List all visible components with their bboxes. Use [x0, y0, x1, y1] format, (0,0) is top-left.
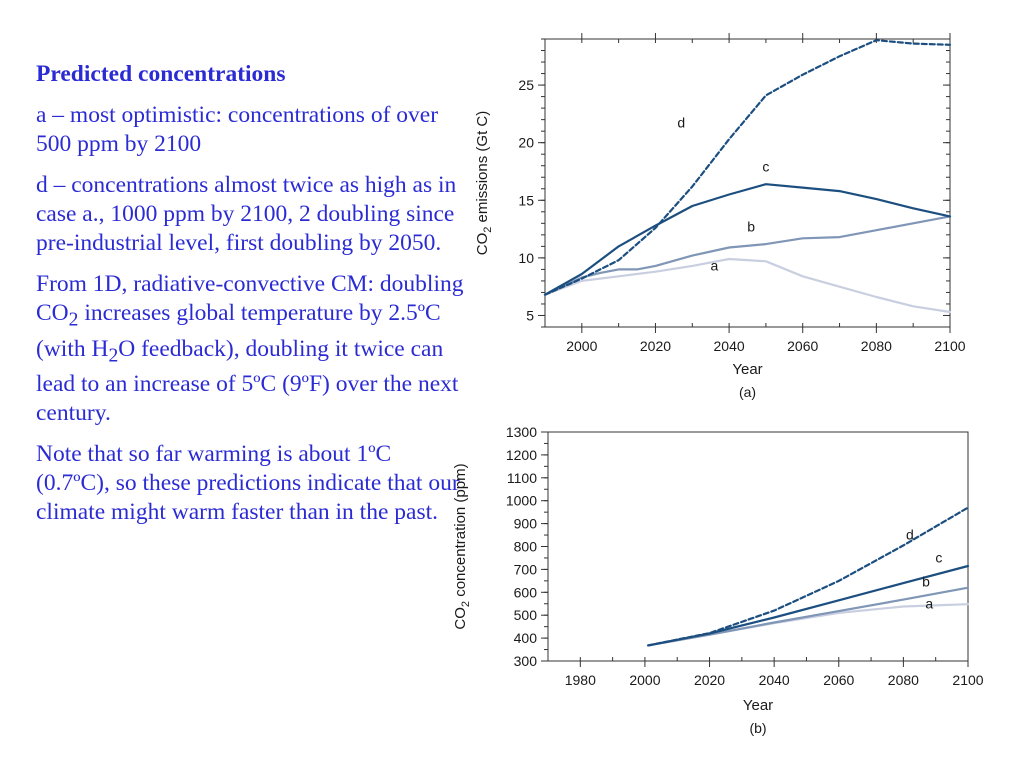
x-tick-label: 2020: [640, 338, 671, 354]
series-label-d: d: [906, 527, 914, 543]
y-axis-label-main: CO: [452, 607, 469, 630]
y-tick-label: 5: [526, 307, 534, 323]
chart-a-emissions: 2000 2020 2040 2060 2080 2100 5 10 15 20 25 Year (a)…: [470, 22, 990, 412]
paragraph-warming-note: Note that so far warming is about 1ºC (0…: [36, 441, 460, 526]
x-tick-label: 2060: [823, 672, 854, 688]
series-line-c: [543, 183, 952, 296]
x-tick-label: 2020: [694, 672, 725, 688]
x-tick-label: 2080: [888, 672, 919, 688]
x-tick-label: 2000: [629, 672, 660, 688]
p3-part-c: O feedback), doubling it twice can lead …: [36, 335, 459, 427]
y-tick-label: 10: [518, 250, 534, 266]
paragraph-a: a – most optimistic: concentrations of o…: [36, 102, 439, 157]
p3-part-b: increases global temperature by 2.5ºC (w…: [36, 300, 441, 362]
description-text: Predicted concentrations a – most optimi…: [36, 60, 466, 539]
y-tick-label: 1000: [506, 493, 537, 509]
p3-subscript-2: 2: [108, 345, 119, 367]
y-tick-label: 500: [514, 607, 538, 623]
y-axis-label-sub: 2: [460, 601, 472, 607]
y-axis-label: CO2 emissions (Gt C): [474, 111, 494, 255]
y-tick-label: 700: [514, 561, 538, 577]
y-tick-label: 900: [514, 516, 538, 532]
panel-label: (a): [739, 384, 756, 400]
x-tick-label: 2040: [759, 672, 790, 688]
y-tick-label: 1300: [506, 424, 537, 440]
y-tick-label: 600: [514, 584, 538, 600]
y-tick-label: 300: [514, 653, 538, 669]
series-line-a: [543, 257, 952, 314]
y-axis-label: CO2 concentration (ppm): [452, 463, 472, 629]
y-axis-label-main: CO: [474, 233, 491, 256]
series-label-c: c: [762, 158, 769, 174]
series-line-a: [647, 603, 970, 647]
y-tick-label: 1100: [507, 470, 537, 486]
chart-b-svg: 1980 2000 2020 2040 2060 2080 2100 300 400 500 600…: [452, 424, 984, 736]
panel-label: (b): [749, 720, 766, 736]
y-tick-label: 1200: [506, 447, 537, 463]
y-tick-label: 15: [518, 192, 534, 208]
y-tick-label: 800: [514, 539, 538, 555]
x-tick-label: 2000: [566, 338, 597, 354]
series-label-c: c: [935, 550, 942, 566]
y-axis-label-rest: emissions (Gt C): [474, 111, 491, 227]
x-tick-label: 1980: [565, 672, 596, 688]
x-axis-label: Year: [732, 361, 762, 378]
x-axis-label: Year: [743, 697, 773, 714]
series-label-d: d: [677, 115, 685, 131]
series-line-d: [647, 506, 970, 647]
series-line-b: [543, 215, 952, 296]
y-tick-label: 20: [518, 135, 534, 151]
p3-subscript-1: 2: [68, 309, 79, 331]
paragraph-d: d – concentrations almost twice as high …: [36, 172, 457, 256]
y-tick-label: 400: [514, 630, 538, 646]
x-tick-label: 2080: [861, 338, 892, 354]
paragraph-climate-model: From 1D, radiative-convective CM: doubli…: [36, 270, 466, 428]
x-tick-label: 2100: [952, 672, 983, 688]
chart-a-svg: 2000 2020 2040 2060 2080 2100 5 10 15 20 25 Year (a)…: [474, 33, 966, 400]
series-label-b: b: [922, 574, 930, 590]
series-label-a: a: [925, 595, 933, 611]
series-line-d: [543, 39, 952, 296]
chart-b-concentration: 1980 2000 2020 2040 2060 2080 2100 300 400 500 600…: [435, 418, 1010, 741]
series-label-b: b: [747, 218, 755, 234]
y-tick-label: 25: [518, 77, 534, 93]
x-tick-label: 2040: [714, 338, 745, 354]
p3-part-a: From 1D, radiative-convective CM: doubli…: [36, 271, 464, 326]
x-tick-label: 2060: [787, 338, 818, 354]
heading: Predicted concentrations: [36, 61, 286, 87]
x-tick-label: 2100: [934, 338, 965, 354]
y-axis-label-rest: concentration (ppm): [452, 463, 469, 601]
series-label-a: a: [710, 258, 718, 274]
y-axis-label-sub: 2: [482, 227, 494, 233]
plot-frame: [544, 38, 951, 328]
